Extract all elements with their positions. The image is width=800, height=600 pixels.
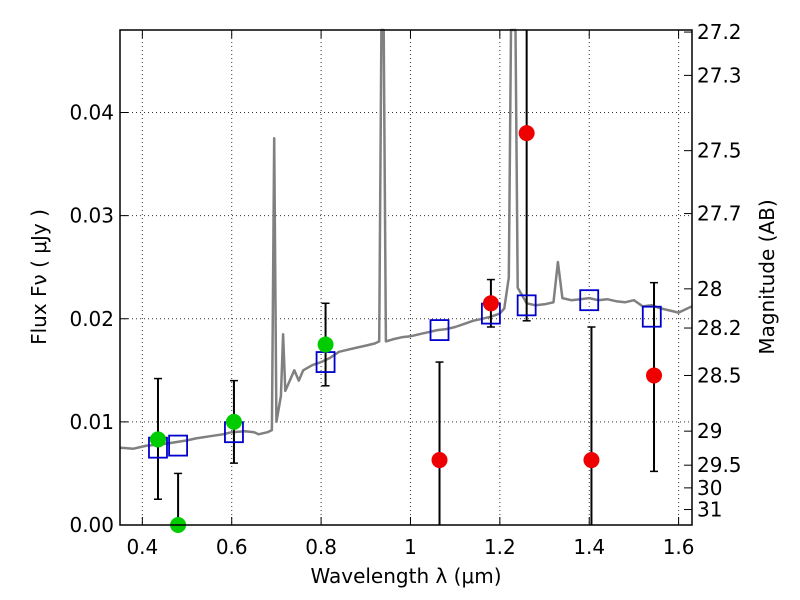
spectrum-layer <box>119 28 693 450</box>
x-axis-label: Wavelength λ (μm) <box>310 564 501 588</box>
mag-tick-label: 29 <box>697 419 722 443</box>
mag-tick-label: 29.5 <box>697 453 742 477</box>
y-right-axis-label: Magnitude (AB) <box>755 199 779 354</box>
photometry-point <box>225 413 242 430</box>
model-square-point <box>516 294 537 317</box>
model-square-point <box>579 289 600 312</box>
model-square-point <box>429 319 450 341</box>
plot-frame <box>119 29 693 526</box>
x-tick-label: 1.4 <box>573 535 605 559</box>
x-tick-label: 1.2 <box>484 535 516 559</box>
mag-tick-label: 27.3 <box>697 63 742 87</box>
x-tick-label: 0.6 <box>216 535 248 559</box>
photometry-point <box>431 452 448 469</box>
mag-tick-label: 28.2 <box>697 316 742 340</box>
y-tick-label: 0.01 <box>69 410 114 434</box>
photometry-point <box>482 295 499 312</box>
photometry-point <box>149 431 166 448</box>
photometry-point <box>583 452 600 469</box>
photometry-point-layer <box>149 125 663 533</box>
model-square-layer <box>148 289 662 459</box>
mag-tick-label: 28 <box>697 277 722 301</box>
mag-tick-label: 27.7 <box>697 202 742 226</box>
x-tick-label: 1.6 <box>663 535 695 559</box>
y-tick-label: 0.02 <box>69 307 114 331</box>
mag-tick-label: 31 <box>697 498 722 522</box>
photometry-point <box>317 336 334 353</box>
y-axis-label: Flux Fν ( μJy ) <box>27 209 51 345</box>
model-square-point <box>168 434 188 457</box>
mag-tick-label: 27.2 <box>697 20 742 44</box>
mag-tick-label: 28.5 <box>697 363 742 387</box>
tick-layer: 0.4 0.6 0.8 1 1.2 1.4 1.6 0.00 0.01 0.02 0.03 0.04 2… <box>69 20 741 559</box>
photometry-point <box>646 367 663 384</box>
y-tick-label: 0.03 <box>69 204 114 228</box>
spectrum-line <box>119 28 693 450</box>
photometry-point <box>518 125 535 142</box>
x-tick-label: 1 <box>404 535 417 559</box>
y-tick-label: 0.04 <box>69 101 114 125</box>
mag-tick-label: 27.5 <box>697 139 742 163</box>
model-square-point <box>641 305 662 328</box>
x-tick-label: 0.8 <box>305 535 337 559</box>
x-tick-label: 0.4 <box>126 535 158 559</box>
mag-tick-label: 30 <box>697 476 722 500</box>
y-tick-label: 0.00 <box>69 513 114 537</box>
grid <box>120 30 692 526</box>
errorbar-layer <box>153 30 659 525</box>
